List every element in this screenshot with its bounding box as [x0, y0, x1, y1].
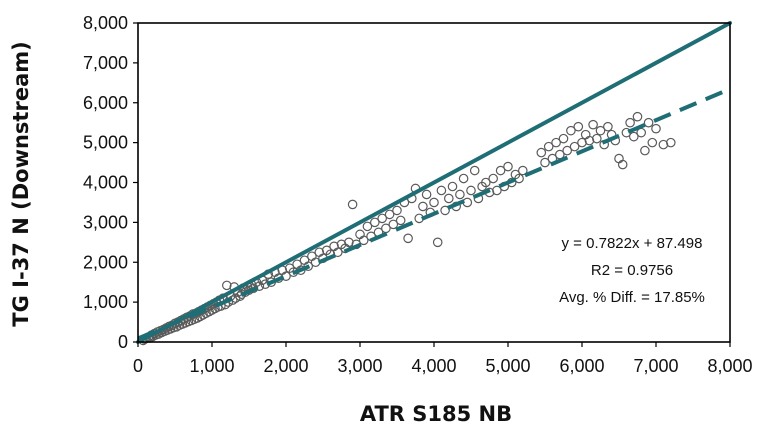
y-tick-label: 4,000 [83, 173, 128, 193]
data-point [584, 135, 595, 146]
y-axis-ticks: 0 1,000 2,000 3,000 4,000 5,000 6,000 7,000 8,00… [83, 13, 138, 352]
data-point [432, 237, 443, 248]
y-tick-label: 7,000 [83, 53, 128, 73]
data-point [503, 161, 513, 172]
data-point [344, 237, 354, 248]
data-point [551, 137, 561, 148]
data-point [562, 145, 572, 156]
data-point [421, 189, 432, 200]
data-point [480, 177, 491, 188]
data-point [492, 185, 502, 196]
data-point [347, 199, 358, 210]
data-point [469, 165, 480, 176]
x-axis-ticks: 0 1,000 2,000 3,000 4,000 5,000 6,000 7,000 8,00… [133, 342, 753, 376]
data-point [447, 181, 458, 192]
data-point [440, 205, 450, 216]
data-point [429, 197, 439, 208]
data-point [388, 219, 399, 230]
equality-line [136, 21, 732, 344]
data-point [358, 235, 369, 246]
data-point [595, 125, 606, 136]
y-tick-label: 8,000 [83, 13, 128, 33]
data-point [455, 189, 465, 200]
data-point [418, 201, 428, 212]
y-axis-title: TG I-37 N (Downstream) [9, 41, 33, 326]
y-tick-label: 0 [118, 332, 128, 352]
data-point [566, 125, 576, 136]
data-point [643, 117, 654, 128]
r-squared-label: R2 = 0.9756 [591, 262, 673, 279]
data-point [536, 147, 547, 158]
data-point [591, 133, 602, 144]
x-tick-label: 6,000 [559, 356, 604, 376]
data-point [651, 123, 661, 134]
data-point [403, 233, 413, 244]
x-tick-label: 4,000 [411, 356, 456, 376]
x-tick-label: 1,000 [189, 356, 234, 376]
data-point [665, 137, 676, 148]
scatter-markers [138, 111, 676, 346]
data-point [577, 137, 587, 148]
data-point [625, 117, 635, 128]
avg-diff-label: Avg. % Diff. = 17.85% [559, 289, 705, 306]
data-point [573, 121, 584, 132]
x-tick-label: 5,000 [485, 356, 530, 376]
y-tick-label: 1,000 [83, 292, 128, 312]
y-tick-label: 6,000 [83, 93, 128, 113]
data-point [558, 133, 569, 144]
data-point [254, 281, 265, 291]
data-point [517, 165, 528, 176]
data-point [617, 159, 628, 170]
data-point [303, 261, 313, 272]
data-point [369, 217, 380, 228]
data-point [647, 137, 658, 148]
data-point [588, 119, 598, 130]
x-tick-label: 0 [133, 356, 143, 376]
data-point [488, 173, 498, 184]
data-point [540, 157, 550, 168]
data-point [640, 145, 650, 156]
data-point [395, 215, 406, 226]
data-point [436, 185, 447, 196]
x-tick-label: 7,000 [633, 356, 678, 376]
y-tick-label: 3,000 [83, 212, 128, 232]
data-point [362, 221, 373, 232]
data-point [632, 111, 643, 122]
data-point [377, 213, 387, 224]
data-point [458, 173, 469, 184]
data-point [392, 205, 402, 216]
data-point [495, 165, 506, 176]
trend-line [137, 87, 731, 341]
data-point [628, 131, 639, 142]
data-point [222, 280, 232, 291]
y-tick-label: 5,000 [83, 133, 128, 153]
equation-label: y = 0.7822x + 87.498 [562, 235, 703, 252]
x-tick-label: 3,000 [337, 356, 382, 376]
data-point [543, 141, 554, 152]
x-tick-label: 8,000 [707, 356, 752, 376]
data-point [603, 121, 613, 132]
data-point [443, 193, 454, 204]
fit-lines [136, 21, 732, 344]
x-axis-title: ATR S185 NB [360, 402, 512, 426]
data-point [332, 247, 343, 258]
data-point [384, 209, 395, 220]
data-point [466, 185, 476, 196]
data-point [658, 139, 669, 150]
x-tick-label: 2,000 [263, 356, 308, 376]
data-point [569, 141, 580, 152]
y-tick-label: 2,000 [83, 252, 128, 272]
